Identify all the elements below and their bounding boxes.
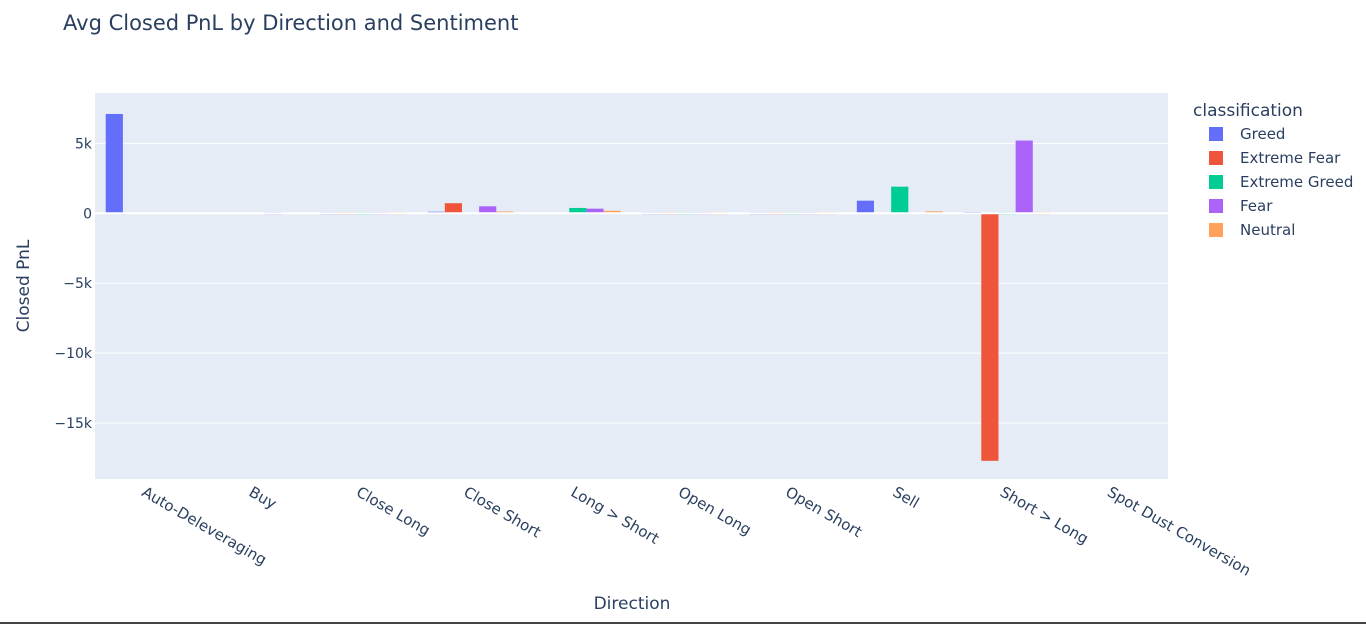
legend-title: classification [1193,101,1303,121]
bar [586,208,604,214]
legend-label[interactable]: Fear [1240,197,1273,215]
y-tick-label: −5k [63,276,93,292]
plot-area [95,93,1168,479]
x-tick-label: Long > Short [568,483,663,548]
bar [891,186,909,214]
page-bottom-rule [0,622,1366,624]
legend-label[interactable]: Extreme Fear [1240,149,1341,167]
y-axis-label: Closed PnL [14,239,34,332]
bar [1015,140,1033,214]
legend-label[interactable]: Extreme Greed [1240,173,1353,191]
bar [603,210,621,214]
legend-label[interactable]: Greed [1240,125,1285,143]
legend-swatch[interactable] [1209,199,1223,213]
x-tick-label: Sell [890,483,922,512]
x-tick-label: Close Long [353,483,433,540]
bar [856,200,874,214]
y-tick-label: −15k [54,416,93,432]
x-tick-label: Open Short [782,483,865,541]
bar [105,113,123,214]
bars [105,113,1050,461]
y-tick-labels: 5k 0 −5k −10k −15k [54,136,93,432]
legend-label[interactable]: Neutral [1240,221,1295,239]
bar [444,203,462,214]
x-tick-label: Buy [246,483,280,513]
x-tick-label: Short > Long [997,483,1091,548]
x-axis-label: Direction [594,594,671,614]
legend-swatch[interactable] [1209,175,1223,189]
bar [569,207,587,214]
bar [981,213,999,461]
legend-swatch[interactable] [1209,127,1223,141]
y-tick-label: 0 [83,206,92,222]
legend-swatch[interactable] [1209,223,1223,237]
x-tick-label: Open Long [675,483,754,539]
chart-title: Avg Closed PnL by Direction and Sentimen… [63,11,518,35]
legend-swatch[interactable] [1209,151,1223,165]
bar [479,206,497,214]
x-tick-label: Spot Dust Conversion [1104,483,1254,580]
y-tick-label: −10k [54,346,93,362]
legend: classification Greed Extreme Fear Extreme … [1193,101,1353,239]
x-tick-label: Close Short [461,483,544,542]
y-tick-label: 5k [75,136,93,152]
